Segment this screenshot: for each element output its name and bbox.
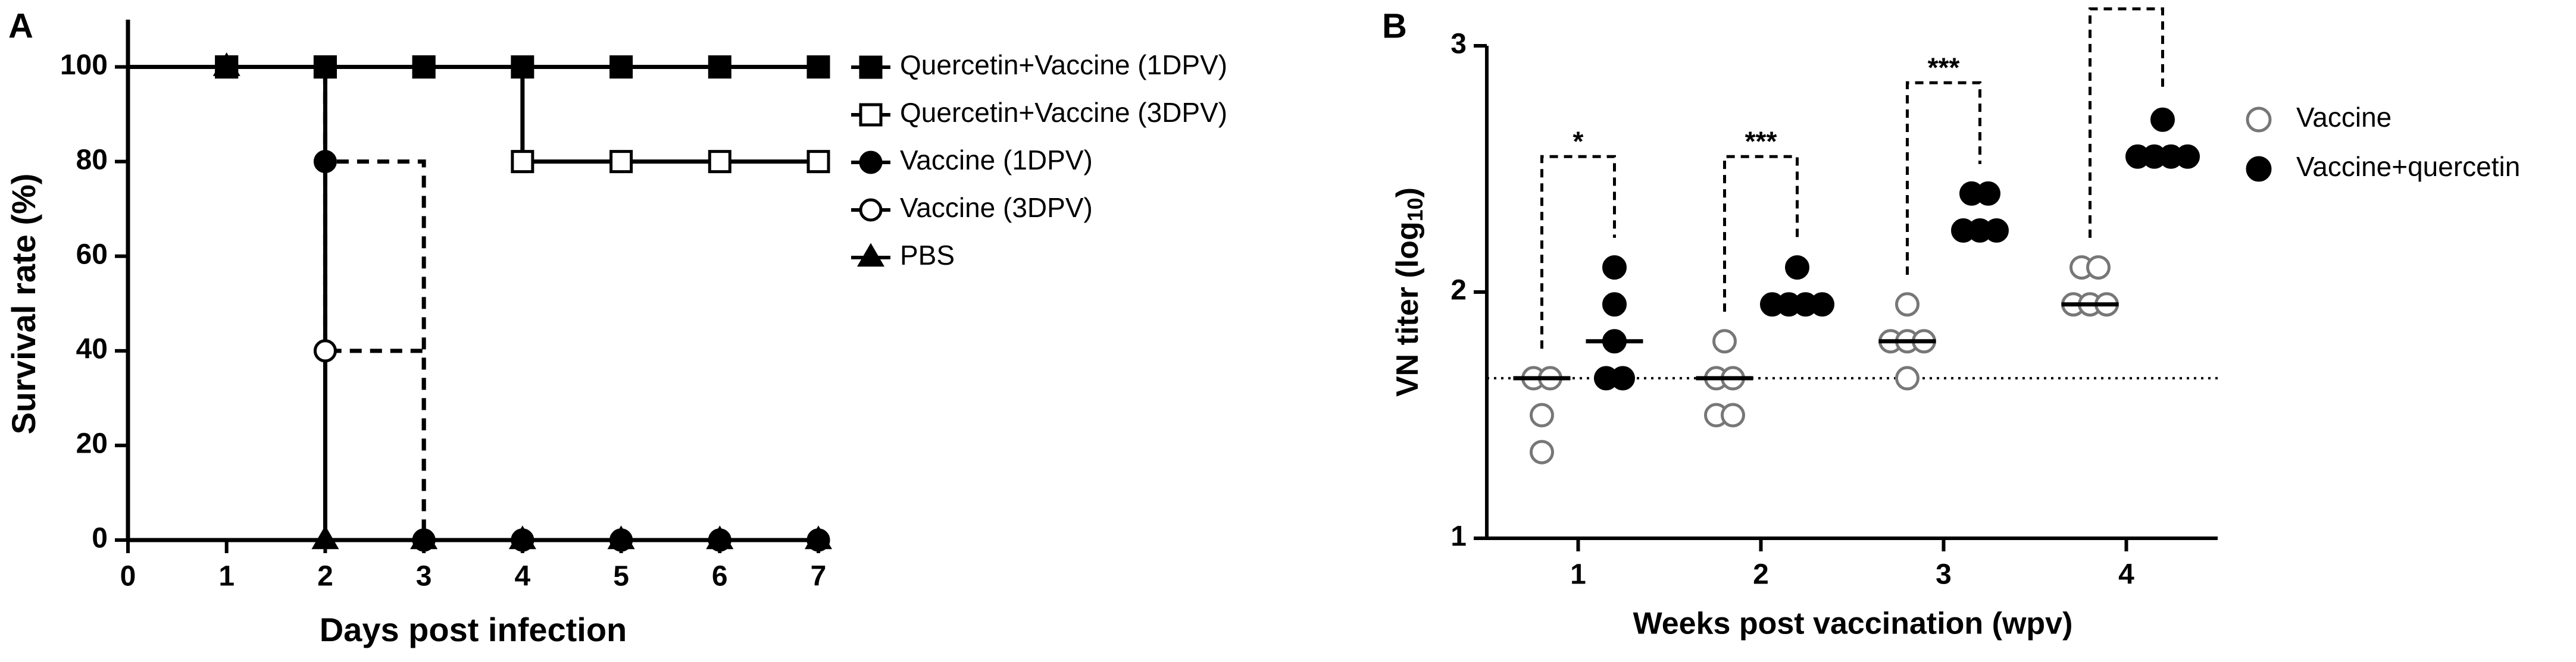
- significance-bracket: [1906, 81, 1981, 275]
- significance-bracket: [2089, 7, 2164, 238]
- y-axis-title-part: VN titer (log: [1390, 221, 1425, 397]
- x-tick-label: 6: [712, 561, 728, 592]
- x-tick-label: 0: [120, 561, 136, 592]
- y-axis-title-sub: 10: [1403, 197, 1427, 221]
- data-point: [511, 55, 534, 79]
- data-point: [311, 525, 339, 550]
- data-point: [313, 339, 337, 363]
- data-point: [1895, 366, 1920, 391]
- y-tick-label: 0: [92, 523, 108, 554]
- data-point: [1895, 292, 1920, 317]
- significance-label: ***: [1928, 52, 1960, 83]
- data-point: [511, 150, 534, 174]
- x-tick-label: 7: [811, 561, 827, 592]
- x-tick-label: 3: [416, 561, 432, 592]
- legend-label: Quercetin+Vaccine (1DPV): [900, 49, 1227, 80]
- legend-label: Vaccine (1DPV): [900, 145, 1093, 175]
- legend-marker: [859, 150, 883, 174]
- data-point: [412, 55, 436, 79]
- y-axis-title: Survival rate (%): [5, 174, 42, 435]
- data-point: [1602, 292, 1627, 317]
- data-point: [806, 528, 830, 552]
- data-point: [806, 150, 830, 174]
- y-tick-label: 2: [1450, 275, 1467, 306]
- data-point: [1785, 255, 1809, 280]
- y-tick-label: 1: [1450, 521, 1467, 553]
- data-point: [2150, 107, 2175, 132]
- survival-line: [128, 65, 818, 542]
- panel-label: A: [8, 7, 33, 45]
- x-tick-label: 4: [2118, 559, 2134, 591]
- x-tick-label: 2: [1753, 559, 1769, 591]
- y-tick-label: 20: [76, 428, 108, 460]
- x-axis-title: Weeks post vaccination (wpv): [1633, 607, 2073, 641]
- data-point: [609, 150, 633, 174]
- x-tick-label: 5: [613, 561, 629, 592]
- y-tick-label: 40: [76, 333, 108, 365]
- data-point: [511, 528, 534, 552]
- survival-line: [128, 65, 818, 164]
- data-point: [1611, 366, 1635, 391]
- data-point: [1530, 440, 1554, 465]
- significance-label: ***: [1745, 126, 1777, 156]
- legend-marker: [2246, 106, 2272, 133]
- significance-label: ***: [2111, 0, 2143, 9]
- y-tick-label: 60: [76, 239, 108, 270]
- y-axis-title-part: ): [1390, 187, 1425, 197]
- data-point: [1712, 329, 1737, 354]
- x-tick-label: 1: [218, 561, 235, 592]
- survival-line: [128, 65, 818, 542]
- x-tick-label: 3: [1936, 559, 1952, 591]
- legend-label: Vaccine+quercetin: [2296, 151, 2520, 182]
- data-point: [1530, 403, 1554, 428]
- data-point: [806, 55, 830, 79]
- x-tick-label: 2: [317, 561, 333, 592]
- y-tick-label: 3: [1450, 29, 1467, 60]
- legend-marker: [2246, 156, 2272, 182]
- legend-marker: [859, 103, 883, 127]
- legend-label: Vaccine: [2296, 102, 2391, 133]
- data-point: [708, 55, 731, 79]
- data-point: [1976, 181, 2000, 206]
- data-point: [609, 528, 633, 552]
- x-axis-title: Days post infection: [320, 611, 627, 648]
- y-tick-label: 80: [76, 144, 108, 175]
- data-point: [708, 528, 731, 552]
- data-point: [215, 55, 239, 79]
- legend-label: PBS: [900, 240, 955, 271]
- legend-marker: [859, 55, 883, 79]
- significance-label: *: [1573, 126, 1584, 156]
- survival-line: [128, 65, 818, 542]
- data-point: [609, 55, 633, 79]
- data-point: [708, 150, 731, 174]
- legend-marker: [856, 243, 885, 267]
- data-point: [1602, 255, 1627, 280]
- y-tick-label: 100: [60, 49, 108, 81]
- legend-marker: [859, 198, 883, 222]
- data-point: [2086, 255, 2111, 280]
- significance-bracket: [1540, 155, 1616, 349]
- x-tick-label: 4: [515, 561, 531, 592]
- y-axis-title: VN titer (log10): [1390, 187, 1427, 397]
- legend-label: Quercetin+Vaccine (3DPV): [900, 97, 1227, 128]
- significance-bracket: [1723, 155, 1799, 312]
- data-point: [1721, 403, 1745, 428]
- panel-label: B: [1382, 7, 1407, 45]
- legend-label: Vaccine (3DPV): [900, 192, 1093, 223]
- x-tick-label: 1: [1570, 559, 1586, 591]
- data-point: [313, 55, 337, 79]
- data-point: [313, 150, 337, 174]
- data-point: [412, 528, 436, 552]
